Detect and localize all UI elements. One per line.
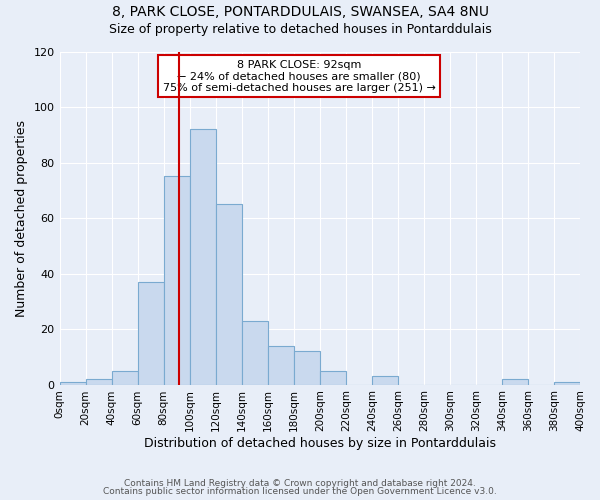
Bar [294,352,320,384]
Bar [164,176,190,384]
Bar [554,382,580,384]
Bar [268,346,294,385]
Bar [59,382,86,384]
Bar [190,129,215,384]
Text: Contains public sector information licensed under the Open Government Licence v3: Contains public sector information licen… [103,487,497,496]
Text: 8 PARK CLOSE: 92sqm
← 24% of detached houses are smaller (80)
75% of semi-detach: 8 PARK CLOSE: 92sqm ← 24% of detached ho… [163,60,436,93]
Bar [502,379,528,384]
Bar [320,370,346,384]
Text: 8, PARK CLOSE, PONTARDDULAIS, SWANSEA, SA4 8NU: 8, PARK CLOSE, PONTARDDULAIS, SWANSEA, S… [112,5,488,19]
Bar [112,370,137,384]
Bar [242,320,268,384]
Text: Contains HM Land Registry data © Crown copyright and database right 2024.: Contains HM Land Registry data © Crown c… [124,478,476,488]
Bar [86,379,112,384]
Bar [215,204,242,384]
X-axis label: Distribution of detached houses by size in Pontarddulais: Distribution of detached houses by size … [144,437,496,450]
Y-axis label: Number of detached properties: Number of detached properties [15,120,28,316]
Bar [137,282,164,384]
Text: Size of property relative to detached houses in Pontarddulais: Size of property relative to detached ho… [109,22,491,36]
Bar [372,376,398,384]
